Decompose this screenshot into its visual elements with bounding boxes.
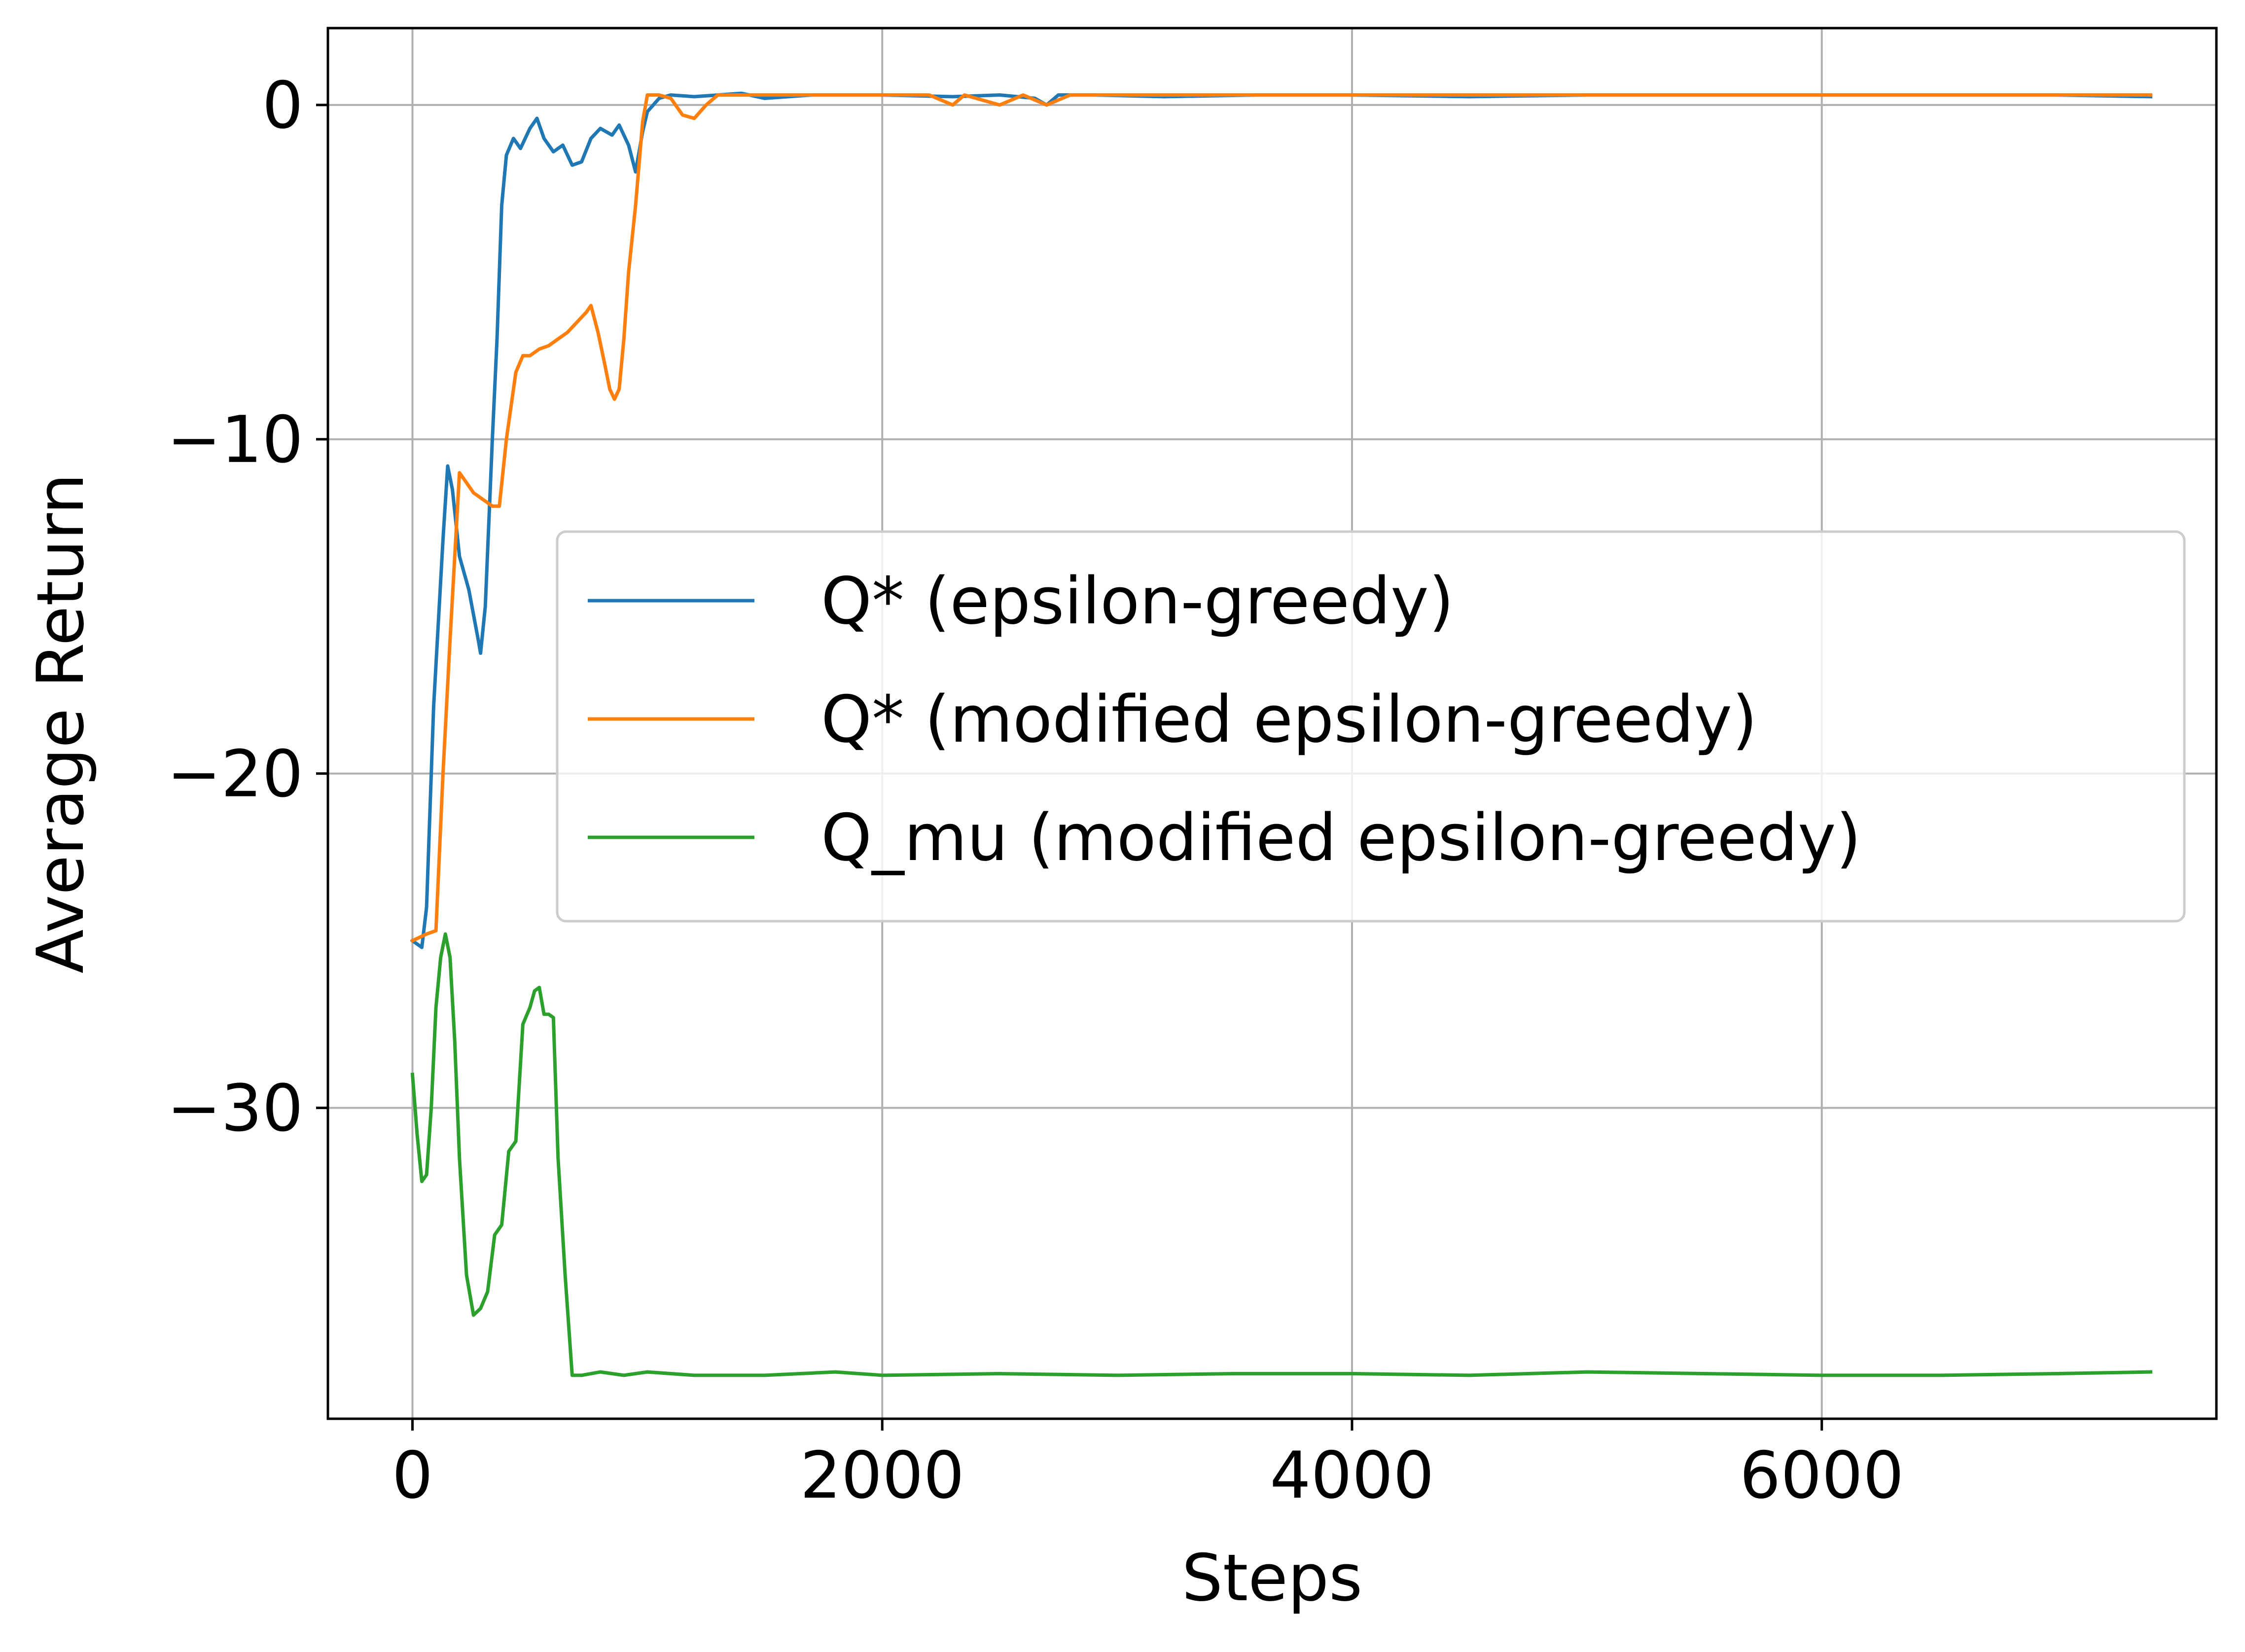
legend-label-1: Q* (epsilon-greedy) bbox=[821, 563, 1454, 639]
plot-frame bbox=[326, 27, 2218, 1420]
series-line-2 bbox=[410, 93, 2153, 943]
legend-box bbox=[556, 530, 2186, 923]
x-tick-label: 4000 bbox=[1270, 1437, 1434, 1513]
legend-label-2: Q* (modified epsilon-greedy) bbox=[821, 682, 1757, 757]
y-axis-label: Average Return bbox=[23, 473, 98, 973]
y-tick-label: 0 bbox=[262, 68, 303, 143]
x-tick-label: 6000 bbox=[1740, 1437, 1904, 1513]
legend: Q* (epsilon-greedy) Q* (modified epsilon-… bbox=[556, 530, 2186, 923]
legend-label-3: Q_mu (modified epsilon-greedy) bbox=[821, 800, 1861, 875]
series-lines bbox=[410, 91, 2153, 1377]
axis-ticks: 0 2000 4000 6000 0 −10 −20 −30 bbox=[167, 68, 1904, 1513]
y-tick-label: −30 bbox=[167, 1071, 303, 1146]
x-axis-label: Steps bbox=[1182, 1540, 1363, 1616]
x-tick-label: 0 bbox=[392, 1437, 433, 1513]
x-tick-label: 2000 bbox=[800, 1437, 964, 1513]
y-tick-label: −10 bbox=[167, 402, 303, 477]
series-line-3 bbox=[410, 932, 2153, 1377]
y-tick-label: −20 bbox=[167, 736, 303, 812]
